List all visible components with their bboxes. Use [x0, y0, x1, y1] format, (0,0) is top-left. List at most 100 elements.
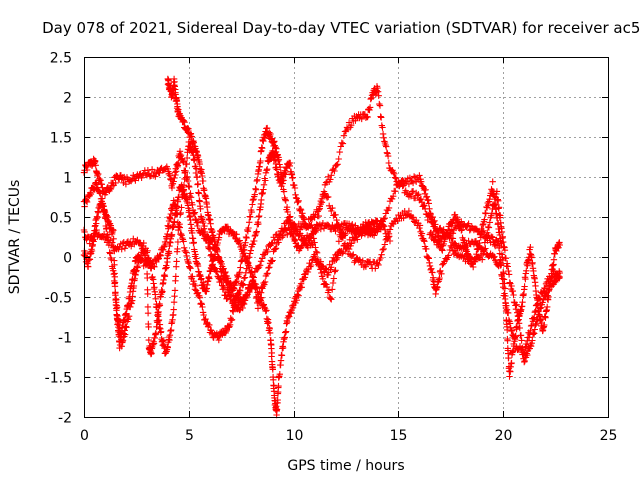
data-point-marker — [332, 228, 339, 235]
data-point-marker — [474, 246, 481, 253]
data-point-marker — [256, 299, 263, 306]
data-point-marker — [175, 193, 182, 201]
data-point-marker — [527, 322, 535, 330]
data-point-marker — [329, 279, 337, 287]
data-point-marker — [187, 130, 195, 137]
x-tick-label: 5 — [185, 428, 194, 444]
data-point-marker — [94, 214, 101, 221]
data-point-marker — [400, 182, 407, 189]
data-point-marker — [510, 291, 517, 299]
data-point-marker — [175, 159, 182, 167]
data-point-marker — [521, 357, 528, 365]
data-point-marker — [220, 265, 227, 272]
data-point-marker — [240, 275, 248, 282]
data-point-marker — [92, 162, 99, 169]
data-point-marker — [457, 222, 464, 229]
data-point-marker — [237, 287, 244, 294]
data-point-marker — [311, 214, 318, 221]
data-point-marker — [194, 289, 202, 296]
data-point-marker — [504, 263, 511, 270]
data-point-marker — [174, 238, 182, 246]
data-point-marker — [524, 351, 531, 359]
data-point-marker — [436, 274, 443, 282]
data-point-marker — [362, 263, 370, 270]
data-point-marker — [244, 228, 252, 235]
data-point-marker — [237, 258, 245, 265]
data-point-marker — [273, 406, 281, 413]
data-point-marker — [335, 222, 342, 229]
data-point-marker — [301, 271, 308, 278]
data-point-marker — [264, 270, 271, 277]
data-point-marker — [527, 343, 535, 350]
data-point-marker — [375, 92, 382, 99]
x-axis-label: GPS time / hours — [287, 458, 404, 474]
data-point-marker — [331, 167, 338, 175]
data-point-marker — [390, 193, 397, 200]
data-point-marker — [531, 314, 538, 321]
data-marks — [80, 75, 563, 419]
data-point-marker — [240, 247, 247, 254]
data-point-marker — [192, 251, 199, 258]
data-point-marker — [284, 231, 291, 238]
data-point-marker — [182, 247, 189, 255]
data-point-marker — [191, 209, 199, 216]
data-point-marker — [382, 141, 389, 149]
data-point-marker — [263, 167, 270, 174]
data-point-marker — [494, 214, 501, 222]
data-point-marker — [171, 174, 178, 182]
data-point-marker — [380, 222, 387, 229]
data-point-marker — [528, 254, 535, 261]
data-point-marker — [501, 285, 509, 292]
data-point-marker — [257, 289, 265, 296]
data-point-marker — [501, 247, 509, 254]
data-point-marker — [416, 172, 423, 179]
data-point-marker — [96, 175, 103, 183]
data-point-marker — [144, 303, 152, 311]
data-point-marker — [294, 291, 301, 298]
data-point-marker — [230, 308, 237, 315]
data-point-marker — [388, 195, 396, 203]
data-point-marker — [165, 250, 173, 257]
data-point-marker — [209, 228, 216, 235]
data-point-marker — [430, 274, 437, 281]
data-point-marker — [310, 235, 317, 242]
data-point-marker — [161, 273, 169, 280]
data-point-marker — [171, 293, 178, 300]
data-point-marker — [282, 328, 290, 335]
data-point-marker — [107, 250, 114, 257]
data-point-marker — [537, 315, 545, 323]
data-point-marker — [327, 176, 334, 183]
data-point-marker — [237, 264, 244, 271]
data-point-marker — [220, 284, 228, 292]
data-point-marker — [260, 279, 267, 287]
data-point-marker — [259, 255, 266, 262]
data-point-marker — [320, 188, 328, 195]
data-point-marker — [111, 279, 119, 286]
data-point-marker — [458, 226, 466, 233]
data-point-marker — [130, 172, 137, 179]
data-point-marker — [239, 257, 246, 264]
data-point-marker — [251, 282, 258, 289]
data-point-marker — [143, 260, 151, 267]
data-point-marker — [224, 275, 232, 282]
data-point-marker — [313, 248, 320, 255]
data-point-marker — [116, 338, 123, 346]
data-point-marker — [204, 234, 211, 241]
data-point-marker — [274, 151, 281, 158]
data-point-marker — [380, 134, 387, 141]
data-point-marker — [519, 346, 527, 353]
data-point-marker — [315, 260, 322, 267]
data-point-marker — [111, 273, 118, 280]
data-point-marker — [234, 292, 241, 299]
data-point-marker — [284, 319, 291, 326]
data-point-marker — [550, 256, 558, 263]
data-point-marker — [232, 278, 239, 286]
series-track-f — [426, 178, 563, 380]
data-point-marker — [236, 269, 243, 276]
data-point-marker — [385, 204, 393, 212]
axis-ticks: 0 5 10 15 20 25 -2 -1.5 -1 -0.5 0 0.5 1 1.5 2 2.5 — [45, 51, 618, 445]
data-point-marker — [521, 358, 528, 366]
data-point-marker — [190, 239, 197, 246]
data-point-marker — [229, 285, 237, 293]
y-tick-label: 0 — [63, 251, 72, 267]
